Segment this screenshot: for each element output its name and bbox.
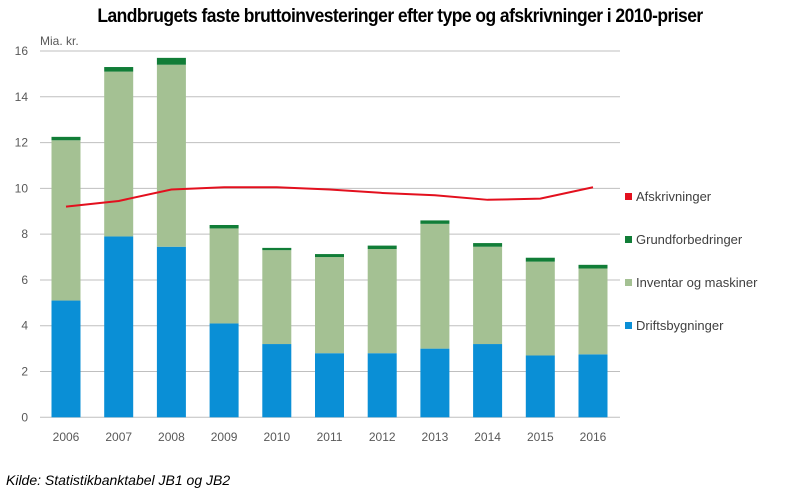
bar-inventar-og-maskiner xyxy=(578,268,608,355)
y-tick-label: 12 xyxy=(15,136,29,150)
y-axis-label: Mia. kr. xyxy=(40,34,79,48)
x-tick-label: 2015 xyxy=(527,430,554,444)
x-tick-label: 2012 xyxy=(369,430,396,444)
y-tick-label: 14 xyxy=(15,90,29,104)
x-tick-label: 2013 xyxy=(422,430,449,444)
y-tick-label: 2 xyxy=(21,365,28,379)
line-afskrivninger xyxy=(65,186,594,208)
x-tick-label: 2006 xyxy=(53,430,80,444)
y-tick-label: 16 xyxy=(15,44,29,58)
bar-inventar-og-maskiner xyxy=(262,250,292,345)
bar-driftsbygninger xyxy=(420,348,450,418)
legend-label: Afskrivninger xyxy=(636,189,712,204)
bar-grundforbedringer xyxy=(156,57,186,65)
bar-driftsbygninger xyxy=(104,236,134,418)
legend-label: Driftsbygninger xyxy=(636,318,724,333)
bar-inventar-og-maskiner xyxy=(209,228,239,324)
bar-inventar-og-maskiner xyxy=(473,246,503,345)
legend-swatch xyxy=(625,236,632,243)
x-tick-label: 2009 xyxy=(211,430,238,444)
bar-inventar-og-maskiner xyxy=(51,140,81,301)
bar-driftsbygninger xyxy=(156,246,186,418)
bar-grundforbedringer xyxy=(262,247,292,251)
bar-grundforbedringer xyxy=(473,243,503,247)
source-note: Kilde: Statistikbanktabel JB1 og JB2 xyxy=(6,472,231,488)
bar-inventar-og-maskiner xyxy=(315,257,344,354)
bar-inventar-og-maskiner xyxy=(367,249,397,354)
legend-swatch xyxy=(625,322,632,329)
bar-driftsbygninger xyxy=(209,323,239,418)
chart-title: Landbrugets faste bruttoinvesteringer ef… xyxy=(97,6,703,27)
bar-driftsbygninger xyxy=(525,355,555,418)
bar-grundforbedringer xyxy=(104,67,134,72)
bar-driftsbygninger xyxy=(51,300,81,418)
bar-grundforbedringer xyxy=(420,220,450,224)
bar-grundforbedringer xyxy=(209,224,239,229)
x-tick-label: 2011 xyxy=(317,430,343,444)
bar-grundforbedringer xyxy=(367,245,397,250)
bar-grundforbedringer xyxy=(525,257,555,262)
bar-driftsbygninger xyxy=(315,353,344,418)
x-tick-label: 2010 xyxy=(263,430,290,444)
bar-inventar-og-maskiner xyxy=(104,71,134,237)
bar-inventar-og-maskiner xyxy=(525,261,555,356)
bar-grundforbedringer xyxy=(578,264,608,269)
legend-label: Grundforbedringer xyxy=(636,232,743,247)
bar-driftsbygninger xyxy=(367,353,397,418)
bar-driftsbygninger xyxy=(578,354,608,418)
bar-driftsbygninger xyxy=(473,344,503,418)
bar-inventar-og-maskiner xyxy=(156,64,186,247)
bar-grundforbedringer xyxy=(51,136,81,141)
x-tick-label: 2014 xyxy=(474,430,501,444)
y-tick-label: 0 xyxy=(21,410,28,424)
legend-swatch xyxy=(625,193,632,200)
legend-swatch xyxy=(625,279,632,286)
legend-label: Inventar og maskiner xyxy=(636,275,758,290)
bar-driftsbygninger xyxy=(262,344,292,418)
y-tick-label: 8 xyxy=(21,227,28,241)
y-tick-label: 6 xyxy=(21,273,28,287)
x-tick-label: 2008 xyxy=(158,430,185,444)
x-tick-label: 2007 xyxy=(105,430,132,444)
y-tick-label: 4 xyxy=(21,319,28,333)
chart: Mia. kr. 0 2 4 6 8 10 12 14 16 2006 2007 2008 2009 20… xyxy=(15,34,758,444)
bar-inventar-og-maskiner xyxy=(420,223,450,349)
y-tick-label: 10 xyxy=(15,181,29,195)
x-tick-label: 2016 xyxy=(580,430,607,444)
bar-grundforbedringer xyxy=(315,254,344,258)
